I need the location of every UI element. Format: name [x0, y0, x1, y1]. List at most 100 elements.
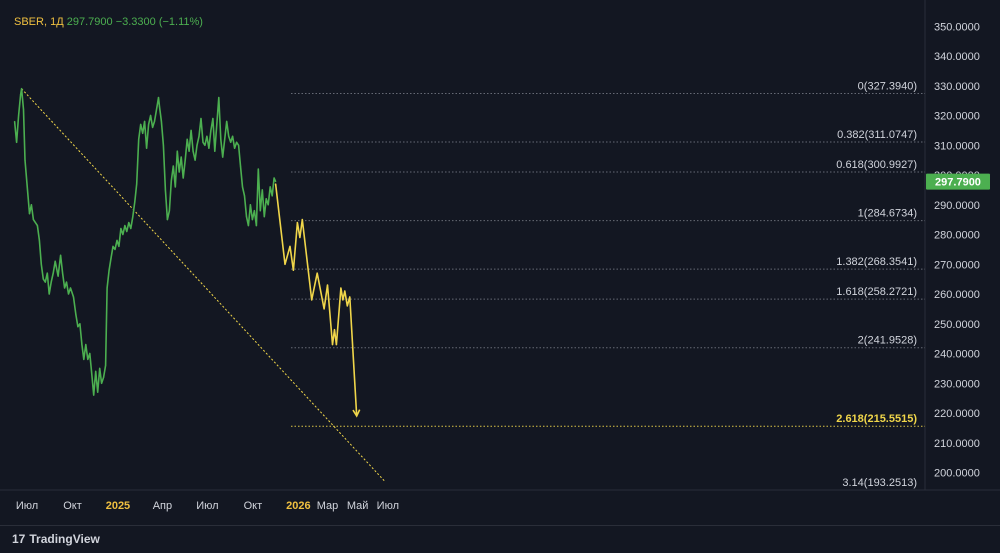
price-point — [60, 254, 62, 256]
price-point — [91, 373, 93, 375]
price-point — [104, 364, 107, 366]
price-point — [232, 135, 234, 137]
forecast-path — [274, 183, 358, 417]
interval-label[interactable]: 1Д — [50, 16, 64, 28]
price-point — [124, 224, 126, 227]
time-axis-label: Окт — [63, 500, 82, 512]
price-point — [46, 272, 48, 274]
price-chart[interactable]: 350.0000 340.0000 330.0000 320.0000 310.0000… — [0, 0, 1000, 525]
price-point — [166, 219, 168, 221]
price-point — [149, 114, 152, 117]
price-point — [81, 343, 83, 346]
price-point — [67, 293, 70, 295]
price-point — [72, 296, 75, 298]
forecast-point — [335, 343, 338, 346]
price-point — [253, 210, 255, 212]
price-point — [155, 108, 158, 111]
price-point — [116, 239, 118, 242]
price-point — [153, 120, 156, 123]
price-point — [112, 245, 114, 247]
price-point — [44, 281, 46, 283]
price-point — [69, 287, 72, 289]
price-axis-tick: 240.0000 — [934, 349, 980, 361]
price-point — [257, 168, 259, 170]
price-point — [130, 227, 132, 230]
price-point — [214, 150, 216, 152]
forecast-point — [333, 329, 336, 331]
price-point — [136, 183, 138, 185]
price-point — [172, 165, 174, 167]
price-point — [151, 126, 154, 128]
price-point — [160, 120, 163, 123]
forecast-point — [323, 308, 325, 310]
price-point — [83, 358, 85, 361]
price-point — [220, 138, 222, 140]
price-point — [222, 156, 224, 158]
price-point — [190, 129, 192, 131]
forecast-point — [299, 236, 301, 239]
price-point — [226, 120, 228, 123]
price-point — [180, 156, 182, 158]
price-point — [218, 97, 220, 99]
price-point — [17, 114, 20, 117]
time-axis-label: Апр — [153, 500, 172, 512]
forecast-arrowhead — [352, 409, 361, 418]
forecast-point — [342, 299, 344, 301]
price-axis-tick: 290.0000 — [934, 200, 980, 212]
price-point — [188, 150, 190, 152]
price-point — [106, 287, 108, 289]
symbol-label[interactable]: SBER — [14, 16, 44, 28]
price-point — [247, 224, 250, 227]
price-point — [52, 272, 54, 274]
price-point — [237, 144, 240, 146]
price-axis-tick: 230.0000 — [934, 378, 980, 390]
time-axis-label: Май — [347, 500, 369, 512]
forecast-point — [289, 245, 291, 247]
forecast-point — [326, 284, 329, 286]
price-change-pct-label: (−1.11%) — [158, 16, 203, 28]
price-point — [48, 293, 50, 295]
price-point — [77, 326, 79, 328]
price-axis-tick: 330.0000 — [934, 81, 980, 93]
price-point — [120, 227, 122, 230]
forecast-point — [311, 299, 313, 301]
price-point — [28, 213, 31, 215]
price-axis-tick: 200.0000 — [934, 468, 980, 480]
fib-level-label: 0(327.3940) — [858, 81, 917, 93]
price-point — [24, 159, 26, 161]
price-line — [13, 87, 277, 396]
fib-level-label: 0.382(311.0747) — [837, 129, 917, 141]
price-point — [192, 150, 194, 152]
price-axis-tick: 280.0000 — [934, 230, 980, 242]
price-point — [234, 147, 236, 149]
price-axis-tick: 310.0000 — [934, 140, 980, 152]
fib-level-label: 1(284.6734) — [858, 208, 917, 220]
forecast-point — [331, 343, 334, 346]
price-point — [235, 141, 238, 143]
tradingview-logo-text: TradingView — [29, 532, 100, 546]
forecast-point — [344, 290, 346, 292]
price-point — [75, 314, 77, 316]
price-point — [61, 272, 64, 274]
tradingview-logo-icon: 17 — [12, 532, 26, 546]
price-point — [168, 210, 170, 212]
forecast-point — [284, 263, 286, 265]
price-point — [93, 394, 95, 396]
price-point — [14, 120, 16, 123]
price-point — [50, 281, 52, 283]
price-point — [19, 94, 22, 96]
footer-bar: 17 TradingView — [0, 525, 1000, 553]
price-axis-tick: 250.0000 — [934, 319, 980, 331]
price-point — [157, 97, 160, 99]
time-axis-label: 2025 — [106, 500, 130, 512]
price-point — [114, 248, 116, 250]
tradingview-logo[interactable]: 17 TradingView — [12, 532, 100, 546]
price-point — [273, 177, 275, 179]
price-axis-tick: 350.0000 — [934, 21, 980, 33]
price-point — [267, 204, 269, 206]
price-point — [26, 189, 29, 191]
price-point — [126, 230, 128, 233]
price-point — [63, 287, 66, 289]
price-point — [275, 180, 277, 183]
price-point — [194, 159, 196, 161]
